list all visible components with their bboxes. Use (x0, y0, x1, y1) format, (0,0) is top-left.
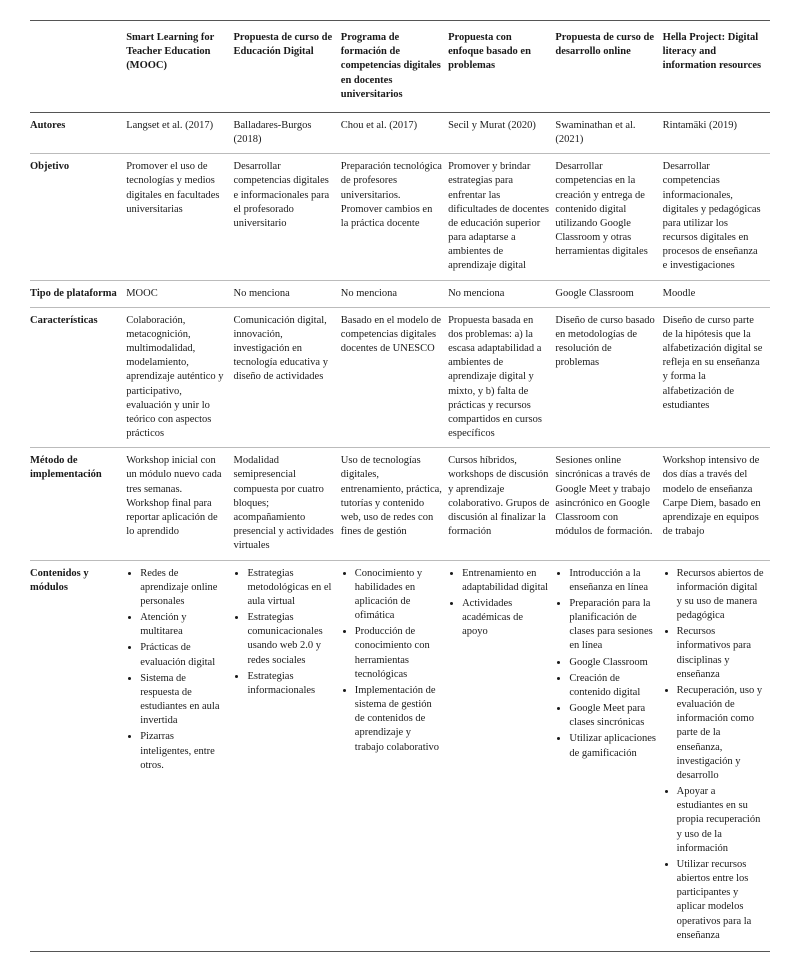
row-label: Características (30, 307, 126, 448)
table-cell: Desarrollar competencias en la creación … (555, 154, 662, 280)
table-cell: Langset et al. (2017) (126, 112, 233, 153)
col-header: Smart Learning for Teacher Education (MO… (126, 21, 233, 113)
cell-list: Redes de aprendizaje online personalesAt… (126, 567, 227, 773)
table-row: Tipo de plataformaMOOCNo mencionaNo menc… (30, 280, 770, 307)
comparison-table: Smart Learning for Teacher Education (MO… (30, 20, 770, 952)
table-cell: Moodle (663, 280, 770, 307)
table-cell: Basado en el modelo de competencias digi… (341, 307, 448, 448)
list-item: Creación de contenido digital (569, 672, 656, 700)
list-item: Google Meet para clases sincrónicas (569, 702, 656, 730)
table-cell: Estrategias metodológicas en el aula vir… (233, 560, 340, 951)
table-row: ObjetivoPromover el uso de tecnologías y… (30, 154, 770, 280)
list-item: Utilizar aplicaciones de gamificación (569, 732, 656, 760)
table-row: AutoresLangset et al. (2017)Balladares-B… (30, 112, 770, 153)
list-item: Introducción a la enseñanza en línea (569, 567, 656, 595)
table-cell: Introducción a la enseñanza en líneaPrep… (555, 560, 662, 951)
list-item: Apoyar a estudiantes en su propia recupe… (677, 785, 764, 856)
list-item: Recuperación, uso y evaluación de inform… (677, 684, 764, 783)
list-item: Google Classroom (569, 656, 656, 670)
table-cell: Secil y Murat (2020) (448, 112, 555, 153)
list-item: Atención y multitarea (140, 611, 227, 639)
table-cell: Desarrollar competencias digitales e inf… (233, 154, 340, 280)
table-cell: Preparación tecnológica de profesores un… (341, 154, 448, 280)
list-item: Recursos abiertos de información digital… (677, 567, 764, 624)
table-cell: Diseño de curso parte de la hipótesis qu… (663, 307, 770, 448)
row-label: Contenidos y módulos (30, 560, 126, 951)
table-cell: Chou et al. (2017) (341, 112, 448, 153)
table-header-row: Smart Learning for Teacher Education (MO… (30, 21, 770, 113)
table-cell: Propuesta basada en dos problemas: a) la… (448, 307, 555, 448)
col-header: Propuesta de curso de desarrollo online (555, 21, 662, 113)
table-cell: Comunicación digital, innovación, invest… (233, 307, 340, 448)
table-row: Contenidos y módulosRedes de aprendizaje… (30, 560, 770, 951)
table-cell: Diseño de curso basado en metodologías d… (555, 307, 662, 448)
list-item: Utilizar recursos abiertos entre los par… (677, 858, 764, 943)
list-item: Implementación de sistema de gestión de … (355, 684, 442, 755)
table-cell: Swaminathan et al. (2021) (555, 112, 662, 153)
table-cell: MOOC (126, 280, 233, 307)
list-item: Actividades académicas de apoyo (462, 597, 549, 640)
list-item: Estrategias informacionales (247, 670, 334, 698)
table-cell: Uso de tecnologías digitales, entrenamie… (341, 448, 448, 560)
table-cell: Conocimiento y habilidades en aplicación… (341, 560, 448, 951)
list-item: Sistema de respuesta de estudiantes en a… (140, 672, 227, 729)
list-item: Recursos informativos para disciplinas y… (677, 625, 764, 682)
table-cell: Sesiones online sincrónicas a través de … (555, 448, 662, 560)
table-cell: Colaboración, metacognición, multimodali… (126, 307, 233, 448)
list-item: Conocimiento y habilidades en aplicación… (355, 567, 442, 624)
list-item: Estrategias comunicacionales usando web … (247, 611, 334, 668)
list-item: Estrategias metodológicas en el aula vir… (247, 567, 334, 610)
list-item: Producción de conocimiento con herramien… (355, 625, 442, 682)
list-item: Prácticas de evaluación digital (140, 641, 227, 669)
cell-list: Entrenamiento en adaptabilidad digitalAc… (448, 567, 549, 640)
row-label: Autores (30, 112, 126, 153)
table-cell: Promover y brindar estrategias para enfr… (448, 154, 555, 280)
table-cell: No menciona (233, 280, 340, 307)
table-cell: Entrenamiento en adaptabilidad digitalAc… (448, 560, 555, 951)
cell-list: Estrategias metodológicas en el aula vir… (233, 567, 334, 699)
list-item: Pizarras inteligentes, entre otros. (140, 730, 227, 773)
table-row: CaracterísticasColaboración, metacognici… (30, 307, 770, 448)
table-cell: Promover el uso de tecnologías y medios … (126, 154, 233, 280)
col-header: Propuesta de curso de Educación Digital (233, 21, 340, 113)
col-header (30, 21, 126, 113)
table-cell: No menciona (341, 280, 448, 307)
cell-list: Introducción a la enseñanza en líneaPrep… (555, 567, 656, 761)
row-label: Tipo de plataforma (30, 280, 126, 307)
table-cell: Recursos abiertos de información digital… (663, 560, 770, 951)
table-cell: No menciona (448, 280, 555, 307)
table-cell: Cursos híbridos, workshops de discusión … (448, 448, 555, 560)
table-cell: Desarrollar competencias informacionales… (663, 154, 770, 280)
cell-list: Recursos abiertos de información digital… (663, 567, 764, 943)
col-header: Programa de formación de competencias di… (341, 21, 448, 113)
col-header: Hella Project: Digital literacy and info… (663, 21, 770, 113)
table-cell: Google Classroom (555, 280, 662, 307)
table-cell: Balladares-Burgos (2018) (233, 112, 340, 153)
row-label: Método de implementación (30, 448, 126, 560)
table-cell: Modalidad semipresencial compuesta por c… (233, 448, 340, 560)
table-cell: Redes de aprendizaje online personalesAt… (126, 560, 233, 951)
col-header: Propuesta con enfoque basado en problema… (448, 21, 555, 113)
table-cell: Workshop intensivo de dos días a través … (663, 448, 770, 560)
table-cell: Rintamäki (2019) (663, 112, 770, 153)
table-cell: Workshop inicial con un módulo nuevo cad… (126, 448, 233, 560)
list-item: Redes de aprendizaje online personales (140, 567, 227, 610)
row-label: Objetivo (30, 154, 126, 280)
cell-list: Conocimiento y habilidades en aplicación… (341, 567, 442, 755)
list-item: Entrenamiento en adaptabilidad digital (462, 567, 549, 595)
table-row: Método de implementaciónWorkshop inicial… (30, 448, 770, 560)
list-item: Preparación para la planificación de cla… (569, 597, 656, 654)
